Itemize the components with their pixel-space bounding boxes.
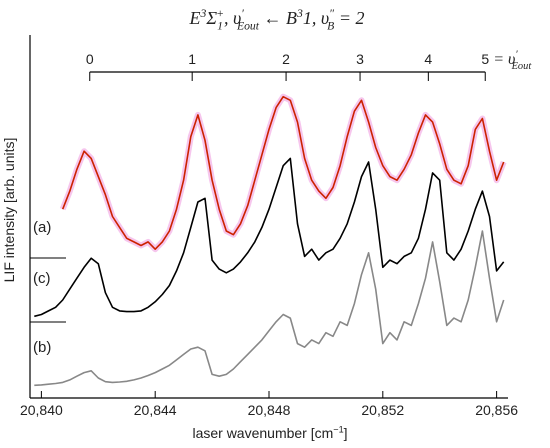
text-part: 3 — [200, 7, 207, 20]
text-part: 1, υ — [303, 8, 329, 28]
top-tick-label: 3 — [356, 51, 364, 67]
x-axis-label: laser wavenumber [cm−1] — [192, 424, 347, 441]
x-tick-label: 20,840 — [20, 402, 63, 418]
line-series — [34, 230, 505, 387]
text-part: B — [327, 19, 334, 32]
line-series — [34, 157, 505, 318]
text-part: Eout — [511, 61, 533, 72]
top-axis-suffix: = υ′ Eout — [493, 50, 532, 72]
series-label: (b) — [33, 339, 51, 356]
text-part: 3 — [296, 7, 303, 20]
text-part: ″ — [329, 7, 334, 20]
top-tick-label: 2 — [282, 51, 290, 67]
x-tick-label: 20,856 — [475, 402, 518, 418]
x-tick-label: 20,844 — [134, 402, 177, 418]
series-label: (c) — [33, 270, 51, 287]
text-part: + — [216, 7, 224, 20]
top-tick-label: 4 — [424, 51, 432, 67]
text-part: Eout — [236, 19, 260, 32]
text-part: , υ — [224, 8, 241, 28]
text-part: −1 — [333, 424, 343, 434]
top-tick-label: 1 — [188, 51, 196, 67]
line-series — [61, 95, 505, 250]
text-part: = υ — [493, 51, 515, 68]
text-part: E — [189, 8, 201, 28]
line-glow — [59, 93, 507, 253]
y-axis-label: LIF intensity [arb. units] — [1, 138, 17, 283]
text-part: Σ — [205, 8, 217, 28]
text-part: ← B — [259, 8, 297, 28]
top-tick-label: 5 — [481, 51, 489, 67]
x-tick-label: 20,852 — [361, 402, 404, 418]
text-part: ′ — [515, 50, 518, 61]
text-part: ] — [344, 425, 348, 441]
text-part: = 2 — [334, 8, 364, 28]
top-tick-label: 0 — [86, 51, 94, 67]
x-tick-label: 20,848 — [248, 402, 291, 418]
text-part: 1 — [217, 19, 223, 32]
series-label: (a) — [33, 219, 51, 236]
text-part: laser wavenumber [cm — [192, 425, 333, 441]
chart-title: E3Σ1+, υ′ Eout ← B31, υ″ B = 2 — [189, 7, 365, 33]
text-part: ′ — [241, 7, 244, 20]
